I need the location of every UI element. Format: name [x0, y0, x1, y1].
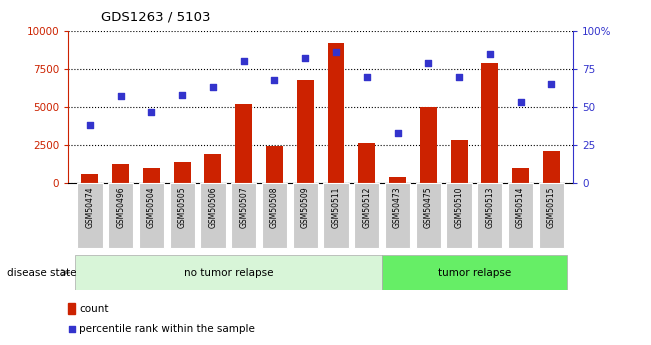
- Text: tumor relapse: tumor relapse: [438, 268, 511, 277]
- Point: [454, 74, 464, 79]
- Point: [238, 59, 249, 64]
- Point: [484, 51, 495, 57]
- Text: GSM50473: GSM50473: [393, 186, 402, 228]
- Bar: [81, 174, 98, 183]
- Text: no tumor relapse: no tumor relapse: [184, 268, 273, 277]
- FancyBboxPatch shape: [382, 255, 567, 290]
- Text: GSM50496: GSM50496: [116, 186, 125, 228]
- FancyBboxPatch shape: [354, 183, 380, 248]
- FancyBboxPatch shape: [416, 183, 441, 248]
- Text: GSM50507: GSM50507: [239, 186, 248, 228]
- FancyBboxPatch shape: [508, 183, 533, 248]
- Bar: [204, 154, 221, 183]
- Text: GSM50512: GSM50512: [362, 186, 371, 227]
- Text: GSM50514: GSM50514: [516, 186, 525, 228]
- Bar: [389, 177, 406, 183]
- Text: GSM50506: GSM50506: [208, 186, 217, 228]
- Bar: [235, 104, 252, 183]
- FancyBboxPatch shape: [77, 183, 102, 248]
- Bar: [420, 107, 437, 183]
- Text: GDS1263 / 5103: GDS1263 / 5103: [101, 10, 210, 23]
- Point: [85, 122, 95, 128]
- Text: GSM50509: GSM50509: [301, 186, 310, 228]
- Text: percentile rank within the sample: percentile rank within the sample: [79, 324, 255, 334]
- Bar: [450, 140, 467, 183]
- Text: GSM50504: GSM50504: [147, 186, 156, 228]
- Point: [177, 92, 187, 98]
- FancyBboxPatch shape: [324, 183, 349, 248]
- Point: [546, 81, 557, 87]
- Point: [146, 109, 157, 114]
- FancyBboxPatch shape: [231, 183, 256, 248]
- Point: [423, 60, 434, 66]
- FancyBboxPatch shape: [262, 183, 287, 248]
- Bar: [143, 168, 160, 183]
- FancyBboxPatch shape: [108, 183, 133, 248]
- Text: GSM50510: GSM50510: [454, 186, 464, 228]
- Text: GSM50475: GSM50475: [424, 186, 433, 228]
- Point: [270, 77, 280, 82]
- Text: GSM50511: GSM50511: [331, 186, 340, 227]
- Text: count: count: [79, 304, 109, 314]
- Bar: [358, 142, 375, 183]
- FancyBboxPatch shape: [201, 183, 225, 248]
- Text: GSM50505: GSM50505: [178, 186, 187, 228]
- Bar: [543, 151, 560, 183]
- Point: [115, 93, 126, 99]
- Bar: [68, 303, 75, 314]
- FancyBboxPatch shape: [477, 183, 503, 248]
- FancyBboxPatch shape: [74, 255, 382, 290]
- Text: disease state: disease state: [7, 268, 76, 277]
- Bar: [266, 146, 283, 183]
- Bar: [512, 168, 529, 183]
- Point: [331, 50, 341, 55]
- Bar: [174, 162, 191, 183]
- FancyBboxPatch shape: [169, 183, 195, 248]
- Bar: [327, 43, 344, 183]
- Bar: [297, 80, 314, 183]
- Point: [361, 74, 372, 79]
- Text: GSM50515: GSM50515: [547, 186, 556, 228]
- Point: [393, 130, 403, 136]
- Point: [66, 326, 77, 332]
- FancyBboxPatch shape: [539, 183, 564, 248]
- Text: GSM50508: GSM50508: [270, 186, 279, 228]
- FancyBboxPatch shape: [292, 183, 318, 248]
- Point: [516, 100, 526, 105]
- Bar: [112, 164, 129, 183]
- Point: [300, 56, 311, 61]
- FancyBboxPatch shape: [385, 183, 410, 248]
- Text: GSM50513: GSM50513: [485, 186, 494, 228]
- FancyBboxPatch shape: [447, 183, 472, 248]
- Point: [208, 85, 218, 90]
- Text: GSM50474: GSM50474: [85, 186, 94, 228]
- Bar: [481, 63, 498, 183]
- FancyBboxPatch shape: [139, 183, 164, 248]
